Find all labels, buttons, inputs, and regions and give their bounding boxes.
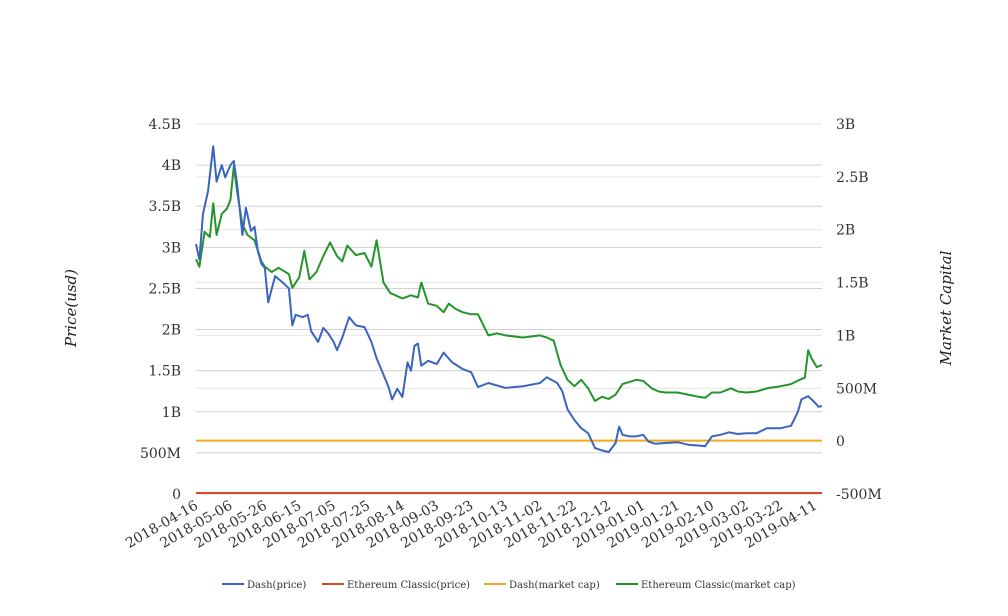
y-left-tick-labels: 0 500M 1B 1.5B 2B 2.5B 3B 3.5B 4B 4.5B <box>140 117 181 503</box>
y-left-tick-label: 2.5B <box>148 281 181 297</box>
y-left-tick-label: 1.5B <box>148 364 181 380</box>
y-right-tick-label: 1B <box>836 328 855 344</box>
series-line-dash-price <box>195 145 823 454</box>
y-left-tick-label: 3.5B <box>148 199 181 215</box>
y-right-tick-label: 3B <box>836 117 855 133</box>
legend-label: Dash(price) <box>247 580 306 591</box>
series-line-ethereum-classic-market-cap <box>195 165 823 402</box>
x-tick-labels: 2018-04-162018-05-062018-05-262018-06-15… <box>123 498 820 552</box>
y-right-tick-label: 0 <box>836 434 845 450</box>
legend: Dash(price) Ethereum Classic(price) Dash(m… <box>222 580 796 591</box>
y-right-axis-title: Market Capital <box>937 250 955 366</box>
y-right-tick-label: -500M <box>836 487 882 503</box>
y-right-tick-label: 500M <box>836 381 877 397</box>
y-left-tick-label: 4B <box>162 158 181 174</box>
y-left-tick-label: 0 <box>172 487 181 503</box>
legend-item: Dash(market cap) <box>484 580 600 591</box>
legend-item: Ethereum Classic(price) <box>322 580 470 591</box>
y-right-tick-labels: -500M 0 500M 1B 1.5B 2B 2.5B 3B <box>836 117 882 503</box>
y-left-tick-label: 1B <box>162 405 181 421</box>
y-left-tick-label: 2B <box>162 323 181 339</box>
series-lines <box>195 145 823 494</box>
legend-item: Ethereum Classic(market cap) <box>616 580 796 591</box>
y-right-tick-label: 2.5B <box>836 170 869 186</box>
y-left-tick-label: 4.5B <box>148 117 181 133</box>
y-left-axis-title: Price(usd) <box>62 269 80 348</box>
y-left-tick-label: 3B <box>162 240 181 256</box>
legend-label: Dash(market cap) <box>509 580 600 591</box>
y-right-tick-label: 1.5B <box>836 276 869 292</box>
legend-item: Dash(price) <box>222 580 306 591</box>
legend-label: Ethereum Classic(price) <box>347 580 470 591</box>
legend-label: Ethereum Classic(market cap) <box>641 580 796 591</box>
y-left-tick-label: 500M <box>140 446 181 462</box>
y-right-tick-label: 2B <box>836 223 855 239</box>
